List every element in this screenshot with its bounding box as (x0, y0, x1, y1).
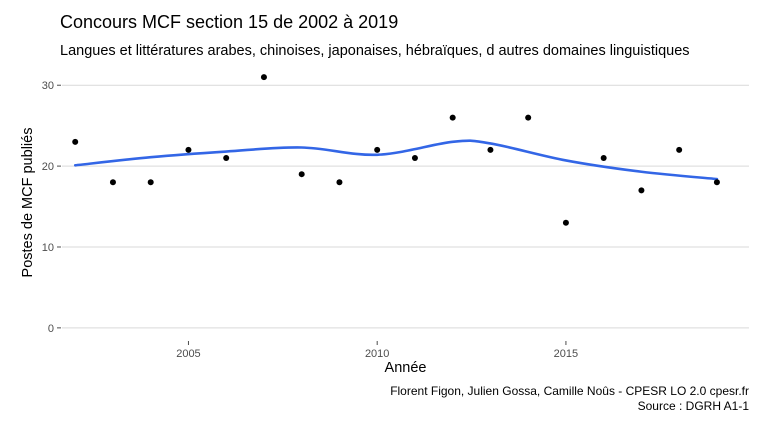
data-point (223, 155, 230, 162)
data-point (600, 155, 607, 162)
data-point (487, 146, 494, 153)
data-point (109, 179, 116, 186)
chart-title: Concours MCF section 15 de 2002 à 2019 (60, 12, 399, 32)
chart-caption: Florent Figon, Julien Gossa, Camille Noû… (390, 384, 749, 414)
x-tick-label: 2005 (176, 348, 200, 360)
y-tick-label: 30 (42, 80, 54, 92)
trend-line (73, 139, 719, 181)
y-tick-label: 0 (48, 323, 54, 335)
x-axis-title: Année (385, 360, 427, 376)
chart-subtitle: Langues et littératures arabes, chinoise… (60, 43, 690, 59)
data-point (185, 146, 192, 153)
data-point (562, 219, 569, 226)
data-point (449, 114, 456, 121)
data-point (638, 187, 645, 194)
data-point (374, 146, 381, 153)
data-point (676, 146, 683, 153)
data-point (336, 179, 343, 186)
data-point (525, 114, 532, 121)
data-point (260, 74, 267, 81)
y-axis-title: Postes de MCF publiés (20, 128, 36, 278)
data-point (411, 155, 418, 162)
data-point (298, 171, 305, 178)
x-tick-label: 2015 (554, 348, 578, 360)
data-point (147, 179, 154, 186)
y-tick-label: 10 (42, 242, 54, 254)
x-tick-label: 2010 (365, 348, 389, 360)
caption-source: Source : DGRH A1-1 (637, 399, 749, 413)
caption-credits: Florent Figon, Julien Gossa, Camille Noû… (390, 384, 749, 398)
data-point (713, 179, 720, 186)
y-tick-label: 20 (42, 161, 54, 173)
data-point (72, 138, 79, 145)
